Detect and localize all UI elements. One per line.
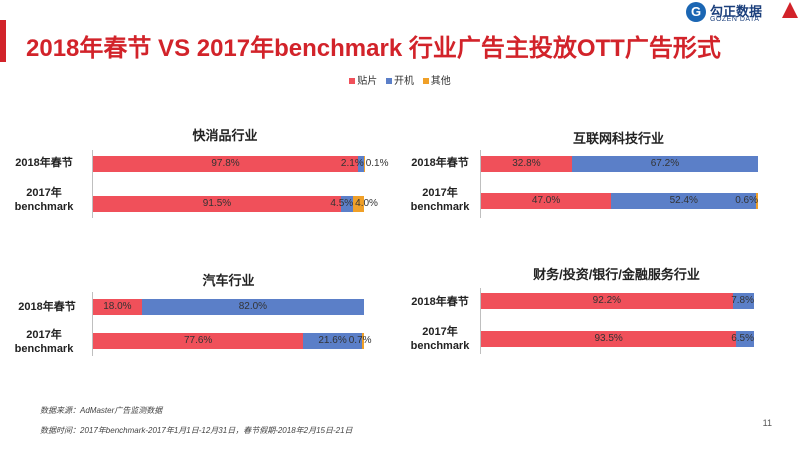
stacked-bar: 97.8% 2.1% 0.1%	[93, 156, 389, 172]
data-label-boot: 67.2%	[650, 158, 680, 169]
chart-title: 财务/投资/银行/金融服务行业	[533, 267, 700, 282]
chart-axis-line	[480, 288, 481, 354]
slide-title: 2018年春节 VS 2017年benchmark 行业广告主投放OTT广告形式	[26, 35, 721, 62]
bar-segment-boot	[303, 333, 362, 349]
bar-segment-paste	[93, 156, 359, 172]
stacked-bar: 77.6% 21.6% 0.7%	[93, 333, 372, 349]
bar-segment-boot	[736, 331, 754, 347]
category-label: 2017年benchmark	[410, 326, 470, 352]
bar-segment-other	[353, 196, 364, 212]
data-label-other: 0.6%	[735, 195, 758, 206]
bar-segment-other	[756, 193, 758, 209]
stacked-bar: 92.2% 7.8%	[481, 293, 754, 309]
legend-item-paste: 贴片	[349, 72, 377, 87]
chart-title: 互联网科技行业	[572, 131, 664, 146]
stacked-bar: 18.0% 82.0%	[93, 299, 364, 315]
stacked-bar: 32.8% 67.2%	[481, 156, 758, 172]
legend-item-other: 其他	[422, 72, 451, 87]
data-label-boot: 2.1%	[340, 158, 364, 169]
data-label-boot: 52.4%	[669, 195, 698, 206]
data-label-other: 0.7%	[348, 335, 372, 346]
page-number: 11	[762, 418, 772, 428]
logo-name-en: GOZEN DATA	[710, 16, 760, 23]
data-label-boot: 6.5%	[731, 333, 754, 344]
data-label-paste: 77.6%	[183, 335, 213, 346]
bar-segment-boot	[358, 156, 364, 172]
chart-axis-line	[92, 292, 93, 356]
bar-segment-boot	[732, 293, 754, 309]
bar-segment-paste	[481, 331, 737, 347]
data-label-boot: 7.8%	[731, 295, 754, 306]
logo-mark-icon: G	[686, 2, 706, 22]
footnote-source: 数据来源：AdMaster广告监测数据	[40, 406, 163, 415]
footnote-period: 数据时间：2017年benchmark-2017年1月1日-12月31日，春节假…	[40, 426, 353, 435]
data-label-paste: 18.0%	[103, 301, 132, 312]
data-label-other: 4.0%	[355, 198, 378, 209]
data-label-paste: 92.2%	[592, 295, 622, 306]
bar-segment-boot	[611, 193, 757, 209]
legend-item-boot: 开机	[386, 72, 414, 87]
title-accent-bar	[0, 20, 6, 62]
category-label: 2018年春节	[411, 296, 469, 308]
data-label-paste: 93.5%	[594, 333, 623, 344]
category-label: 2018年春节	[411, 157, 469, 169]
bar-segment-paste	[93, 299, 142, 315]
legend-swatch-boot	[386, 78, 392, 85]
data-label-boot: 4.5%	[330, 198, 354, 209]
category-label: 2018年春节	[18, 301, 76, 313]
bar-segment-paste	[481, 193, 612, 209]
data-label-other: 0.1%	[365, 158, 389, 169]
data-label-paste: 47.0%	[531, 195, 561, 206]
logo-triangle-icon	[782, 2, 798, 18]
data-label-paste: 97.8%	[211, 158, 240, 169]
stacked-bar: 91.5% 4.5% 4.0%	[93, 196, 378, 212]
bar-segment-boot	[340, 196, 354, 212]
legend-label-paste: 贴片	[357, 76, 378, 87]
data-label-boot: 82.0%	[238, 301, 268, 312]
bar-segment-boot	[141, 299, 364, 315]
stacked-bar: 47.0% 52.4% 0.6%	[481, 193, 758, 209]
chart-legend: 贴片 开机 其他	[0, 72, 800, 87]
chart-title: 快消品行业	[192, 128, 258, 143]
stacked-bar: 93.5% 6.5%	[481, 331, 754, 347]
chart-axis-line	[92, 150, 93, 218]
chart-title: 汽车行业	[202, 273, 255, 288]
legend-label-boot: 开机	[394, 76, 414, 87]
brand-logo: G 勾正数据 GOZEN DATA	[686, 2, 798, 23]
legend-label-other: 其他	[430, 76, 451, 87]
category-label: 2017年benchmark	[410, 187, 470, 213]
logo-name-cn: 勾正数据	[710, 4, 763, 19]
data-label-paste: 32.8%	[512, 158, 541, 169]
category-label: 2018年春节	[15, 157, 73, 169]
bar-segment-boot	[571, 156, 758, 172]
category-label: 2017年benchmark	[14, 329, 74, 355]
bar-segment-paste	[481, 293, 733, 309]
data-label-boot: 21.6%	[318, 335, 347, 346]
bar-segment-paste	[93, 333, 304, 349]
bar-segment-other	[361, 333, 364, 349]
bar-segment-paste	[481, 156, 572, 172]
category-label: 2017年benchmark	[14, 187, 74, 213]
bar-segment-paste	[93, 196, 341, 212]
legend-swatch-paste	[349, 78, 356, 85]
data-label-paste: 91.5%	[202, 198, 232, 209]
chart-axis-line	[480, 150, 481, 218]
legend-swatch-other	[422, 78, 429, 85]
